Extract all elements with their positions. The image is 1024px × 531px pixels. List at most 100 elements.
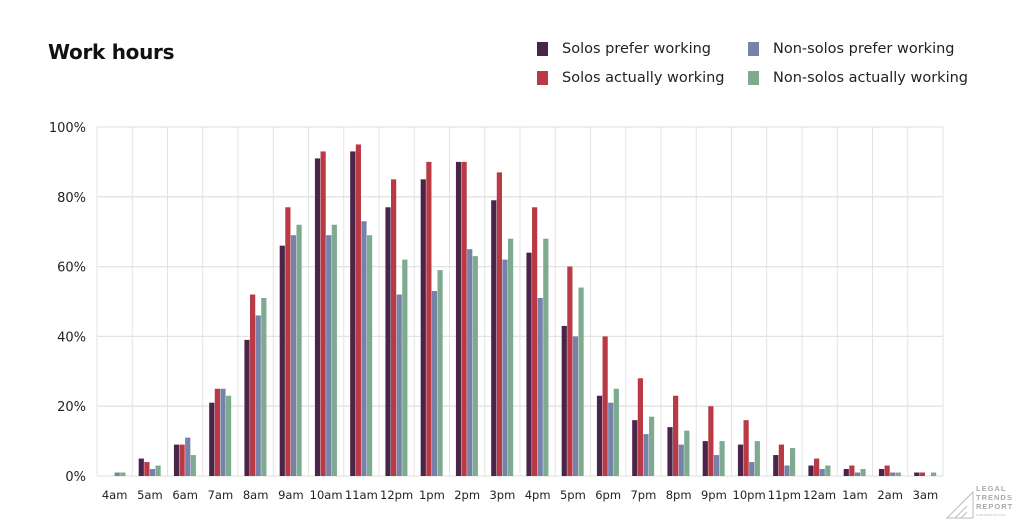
bar-solos-actually-working: [884, 465, 890, 476]
y-tick-label: 80%: [57, 191, 86, 206]
x-tick-label: 4am: [102, 488, 128, 502]
svg-text:LEGAL: LEGAL: [976, 484, 1006, 493]
bar-non-solos-actually-working: [472, 256, 478, 476]
bar-non-solos-prefer-working: [114, 472, 120, 476]
bar-solos-prefer-working: [702, 441, 708, 476]
bar-solos-actually-working: [496, 172, 502, 476]
bar-solos-prefer-working: [244, 339, 250, 476]
bar-solos-actually-working: [567, 266, 573, 476]
bar-solos-actually-working: [461, 161, 467, 476]
bar-non-solos-prefer-working: [502, 259, 508, 476]
bar-non-solos-prefer-working: [819, 469, 825, 476]
bar-solos-prefer-working: [526, 252, 532, 476]
bar-non-solos-prefer-working: [572, 336, 579, 476]
legend-swatch: [748, 42, 759, 56]
bar-solos-actually-working: [673, 395, 679, 476]
y-tick-label: 60%: [57, 261, 86, 276]
bar-solos-prefer-working: [314, 158, 321, 476]
x-tick-label: 6am: [172, 488, 198, 502]
legend-item-solos-actual: Solos actually working: [537, 70, 725, 86]
bar-non-solos-prefer-working: [608, 402, 614, 476]
bar-solos-actually-working: [179, 444, 185, 476]
bar-solos-prefer-working: [385, 207, 391, 476]
bar-non-solos-actually-working: [437, 270, 443, 476]
bar-non-solos-prefer-working: [290, 235, 297, 476]
x-tick-label: 10am: [310, 488, 343, 502]
x-tick-label: 9am: [278, 488, 304, 502]
bar-non-solos-actually-working: [402, 259, 408, 476]
bar-solos-actually-working: [250, 294, 256, 476]
legend-swatch: [748, 71, 759, 85]
bar-solos-actually-working: [355, 144, 361, 476]
x-tick-label: 5am: [137, 488, 163, 502]
bar-non-solos-prefer-working: [854, 472, 861, 476]
bar-non-solos-actually-working: [648, 416, 655, 476]
bar-non-solos-actually-working: [296, 224, 302, 476]
bar-non-solos-actually-working: [895, 472, 901, 476]
bar-solos-actually-working: [532, 207, 538, 476]
bar-non-solos-prefer-working: [326, 235, 332, 476]
bar-non-solos-actually-working: [825, 465, 831, 476]
bar-solos-prefer-working: [914, 472, 920, 476]
bar-non-solos-prefer-working: [713, 455, 720, 476]
bar-solos-actually-working: [391, 179, 397, 476]
bar-non-solos-prefer-working: [185, 437, 191, 476]
bar-solos-prefer-working: [350, 151, 356, 476]
bar-solos-prefer-working: [878, 469, 885, 476]
bar-non-solos-prefer-working: [643, 434, 649, 476]
bar-non-solos-actually-working: [684, 430, 690, 476]
x-tick-label: 7am: [208, 488, 234, 502]
bar-solos-prefer-working: [773, 455, 779, 476]
bar-solos-prefer-working: [808, 465, 814, 476]
bar-solos-prefer-working: [455, 161, 462, 476]
bar-solos-prefer-working: [843, 469, 849, 476]
bar-solos-actually-working: [814, 458, 820, 476]
bar-non-solos-actually-working: [225, 395, 232, 476]
bar-non-solos-prefer-working: [784, 465, 790, 476]
bar-non-solos-actually-working: [543, 238, 549, 476]
legend-swatch: [537, 42, 548, 56]
bar-solos-prefer-working: [173, 444, 180, 476]
bar-non-solos-prefer-working: [149, 469, 156, 476]
x-tick-label: 12am: [803, 488, 836, 502]
legend-label: Solos prefer working: [562, 41, 712, 57]
x-tick-label: 2pm: [454, 488, 480, 502]
bar-non-solos-prefer-working: [220, 388, 226, 476]
y-tick-label: 20%: [57, 400, 86, 415]
bar-solos-actually-working: [426, 161, 432, 476]
bar-solos-prefer-working: [491, 200, 497, 477]
bar-non-solos-actually-working: [507, 238, 514, 476]
bar-non-solos-actually-working: [754, 441, 760, 476]
x-tick-label: 11pm: [768, 488, 801, 502]
legend-item-nonsolos-prefer: Non-solos prefer working: [748, 41, 955, 57]
x-tick-label: 8am: [243, 488, 269, 502]
bar-solos-actually-working: [214, 388, 220, 476]
bar-solos-actually-working: [849, 465, 855, 476]
legend-label: Non-solos actually working: [773, 70, 969, 86]
legend-label: Non-solos prefer working: [773, 41, 955, 57]
chart-title: Work hours: [48, 40, 175, 64]
svg-text:TRENDS: TRENDS: [976, 493, 1013, 502]
bar-solos-actually-working: [919, 472, 925, 476]
x-tick-label: 10pm: [733, 488, 766, 502]
bar-solos-actually-working: [320, 151, 326, 476]
bar-solos-actually-working: [144, 462, 150, 476]
bar-non-solos-actually-working: [578, 287, 584, 476]
bar-non-solos-prefer-working: [396, 294, 402, 476]
bar-non-solos-prefer-working: [890, 472, 896, 476]
legend-item-solos-prefer: Solos prefer working: [537, 41, 711, 57]
bar-non-solos-actually-working: [155, 465, 161, 476]
bar-solos-prefer-working: [667, 427, 673, 476]
bar-non-solos-prefer-working: [467, 249, 473, 476]
bar-non-solos-actually-working: [261, 298, 267, 476]
y-tick-label: 40%: [57, 330, 86, 345]
bar-non-solos-actually-working: [719, 441, 725, 476]
y-tick-label: 100%: [49, 121, 86, 136]
bar-solos-actually-working: [778, 444, 784, 476]
bar-non-solos-actually-working: [190, 455, 196, 476]
bar-solos-actually-working: [285, 207, 291, 476]
bar-non-solos-actually-working: [613, 388, 619, 476]
x-tick-label: 3pm: [489, 488, 515, 502]
